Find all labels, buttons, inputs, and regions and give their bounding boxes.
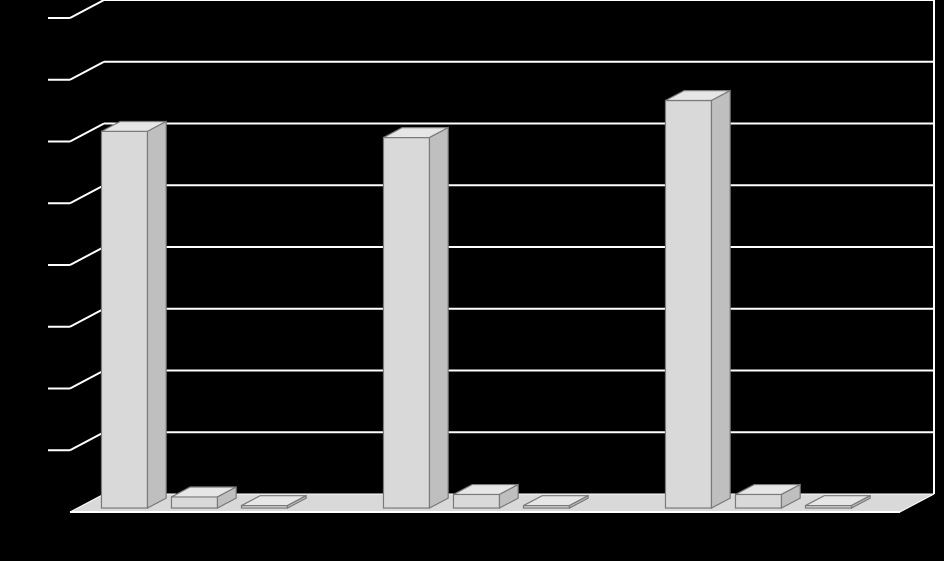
bar-chart-3d [0,0,944,561]
